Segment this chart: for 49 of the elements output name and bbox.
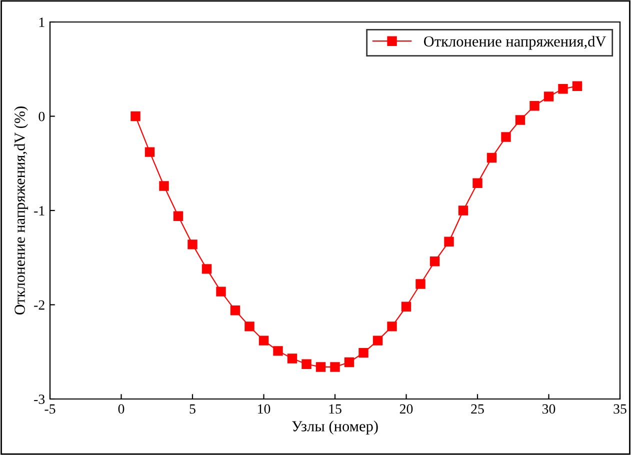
point — [544, 92, 554, 102]
point — [287, 354, 298, 364]
x-tick-label: 25 — [471, 404, 484, 414]
point — [230, 306, 240, 316]
point — [430, 256, 440, 266]
point — [515, 115, 526, 125]
point — [316, 362, 326, 372]
x-tick-label: -5 — [44, 404, 56, 414]
point — [159, 181, 169, 191]
point — [273, 346, 283, 356]
x-tick-label: 35 — [614, 404, 626, 414]
x-tick-label: 0 — [118, 404, 124, 414]
point — [472, 178, 482, 188]
point — [444, 236, 454, 246]
x-tick-label: 30 — [542, 404, 556, 414]
x-tick-label: 5 — [190, 404, 196, 414]
point — [130, 111, 140, 122]
x-tick-label: 10 — [258, 404, 270, 414]
point — [258, 336, 269, 346]
point — [501, 132, 511, 142]
x-tick-label: 20 — [400, 404, 413, 414]
y-tick-label: -2 — [34, 300, 44, 310]
point — [330, 362, 340, 372]
point — [144, 147, 155, 157]
point — [416, 279, 426, 289]
point — [344, 357, 354, 368]
point — [458, 206, 468, 216]
y-tick-label: -1 — [34, 206, 44, 216]
point — [387, 322, 397, 332]
point — [244, 322, 254, 332]
x-tick-label: 15 — [329, 404, 342, 414]
point — [558, 84, 568, 94]
point — [188, 240, 198, 250]
x-axis-title: Узлы (номер) — [292, 420, 378, 434]
point — [173, 211, 184, 222]
point — [358, 348, 368, 358]
y-tick-label: 1 — [39, 18, 44, 27]
point — [202, 264, 212, 274]
y-tick-label: -3 — [34, 394, 45, 404]
legend-label: Отклонение напряжения,dV — [424, 36, 606, 50]
point — [572, 81, 582, 91]
y-tick-label: 0 — [38, 112, 45, 122]
point — [530, 101, 540, 111]
point — [216, 286, 226, 296]
point — [302, 359, 312, 369]
point — [486, 152, 497, 163]
point — [401, 302, 412, 312]
y-axis-title: Отклонение напряжения,dV (%) — [14, 106, 28, 315]
point — [372, 336, 383, 346]
